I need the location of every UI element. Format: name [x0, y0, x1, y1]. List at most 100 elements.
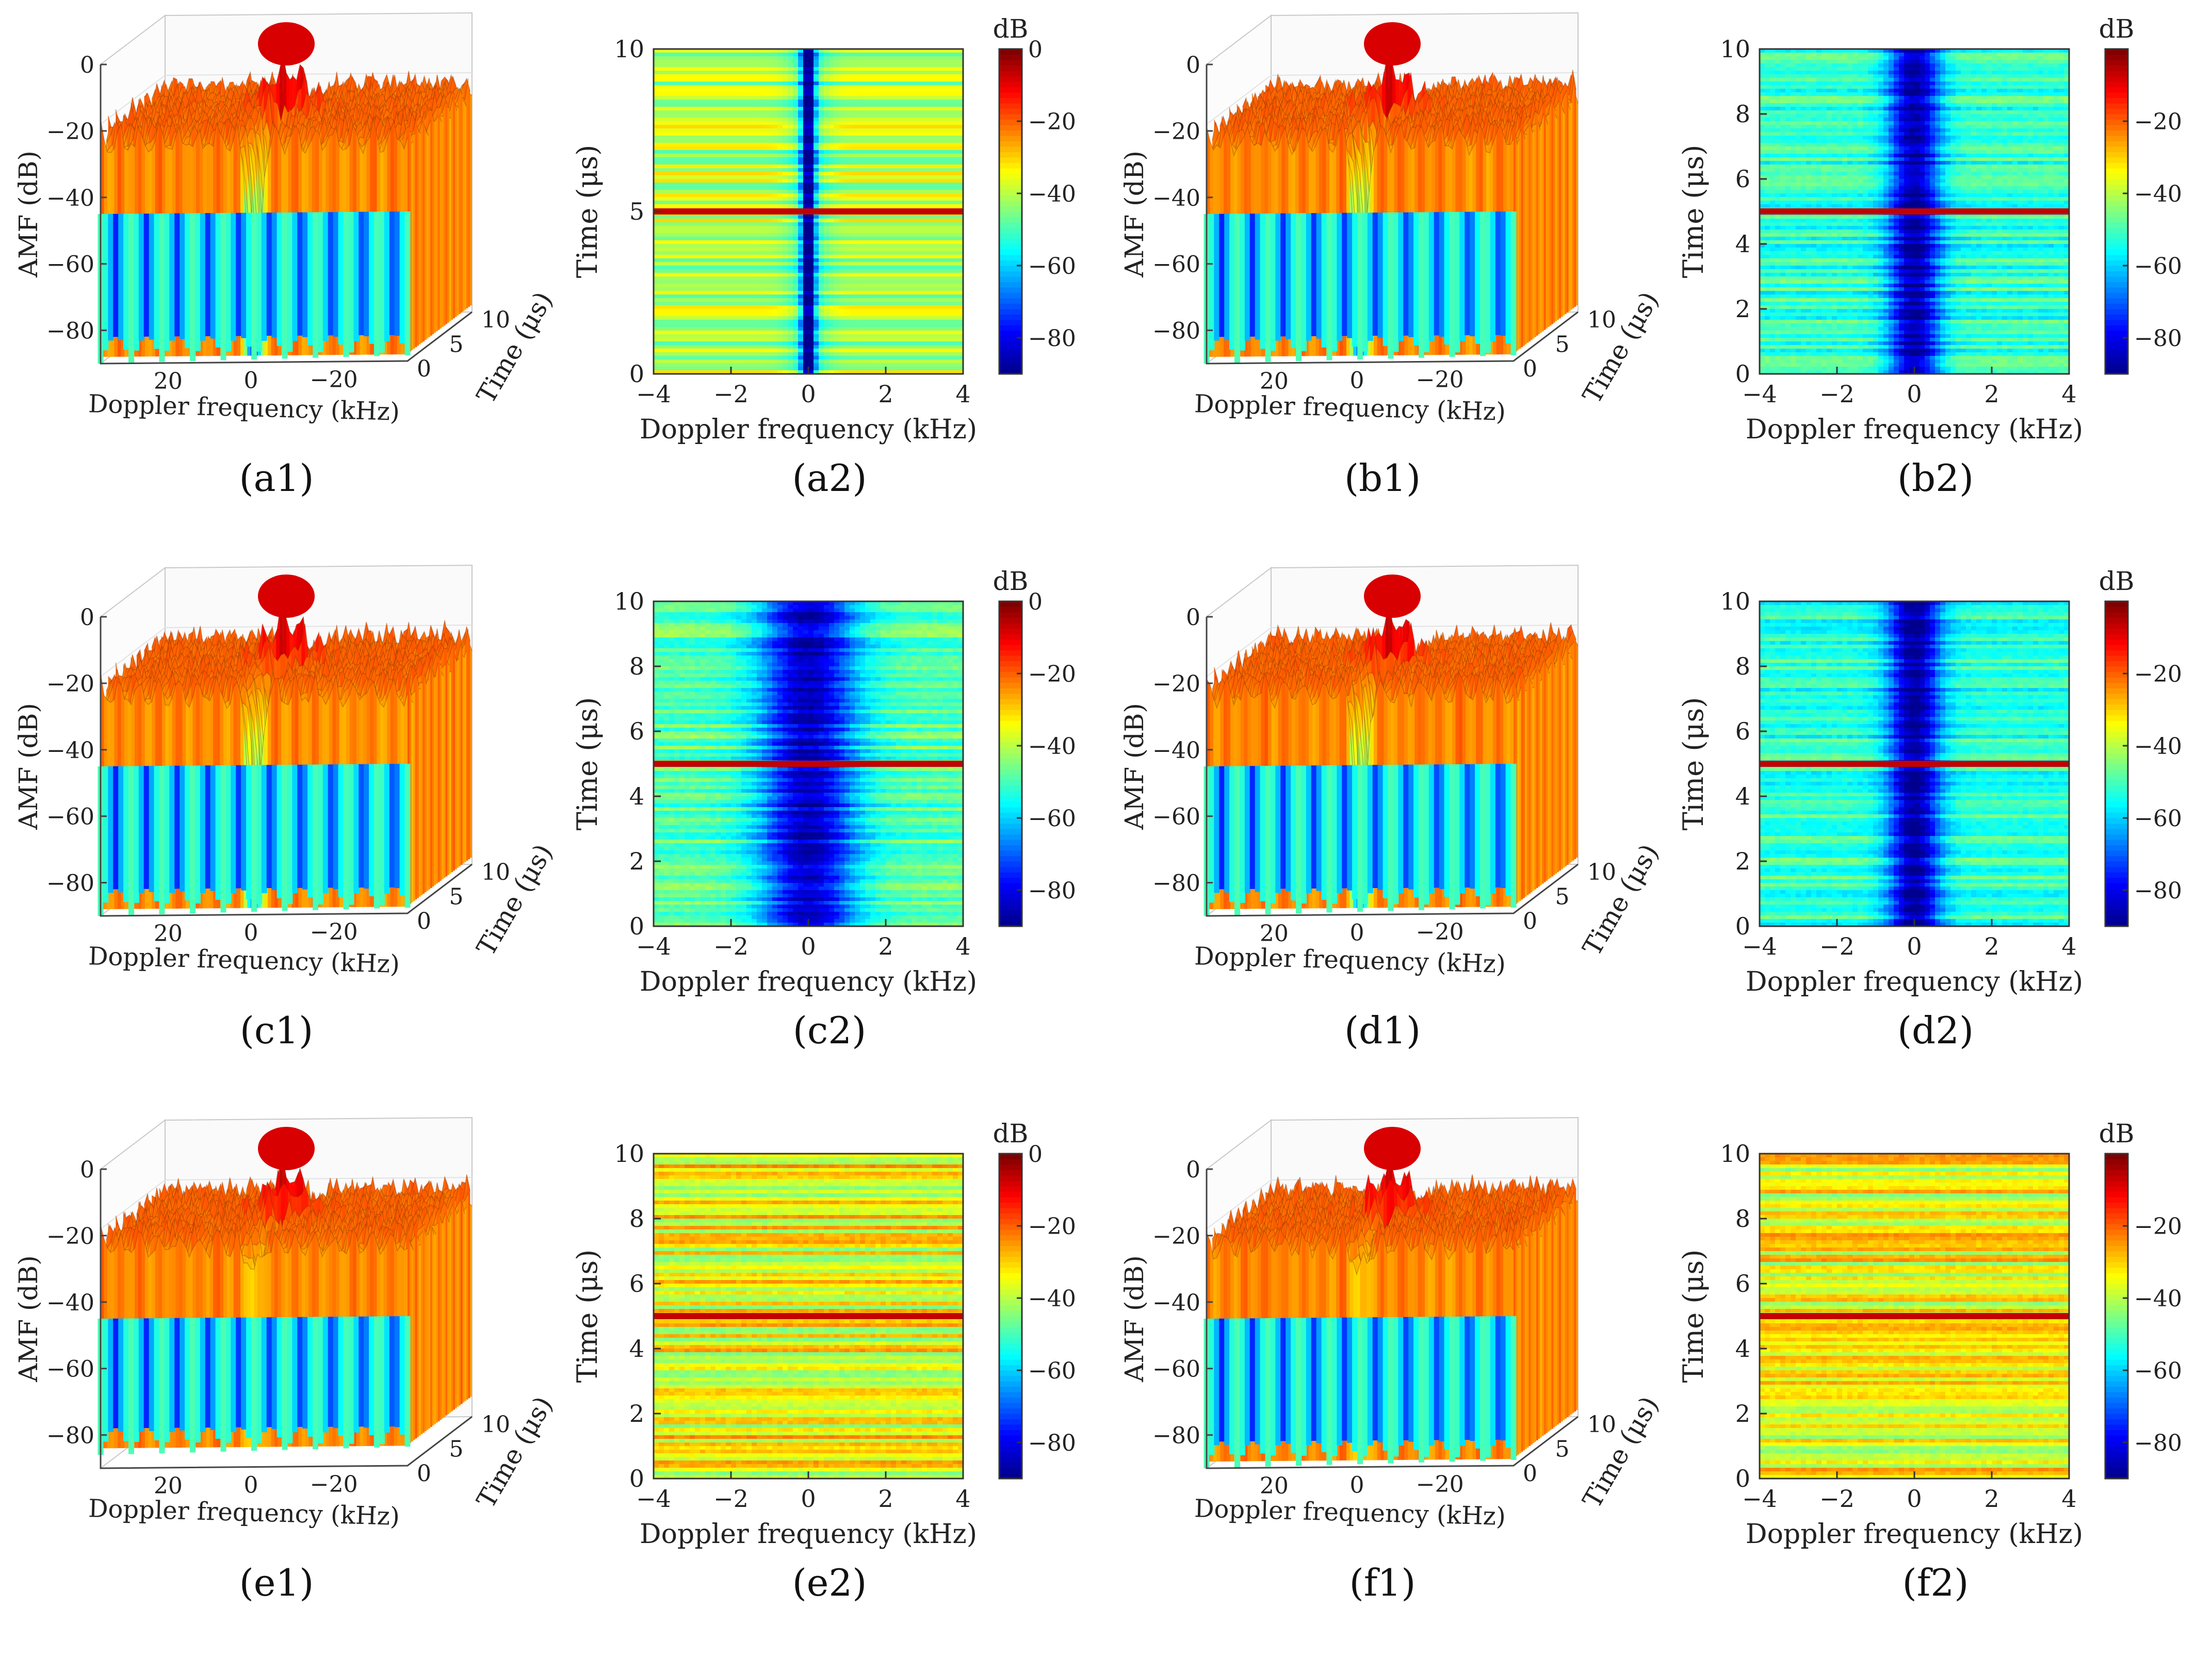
- ytick-label: 8: [1735, 652, 1750, 680]
- xtick-label: 0: [244, 920, 258, 946]
- caption-f1: (f1): [1106, 1561, 1659, 1604]
- colorbar-tick-label: −20: [2134, 661, 2182, 687]
- xtick-label: −20: [310, 1471, 358, 1498]
- panel-e2: −4 −2 0 2 4 0 2 4 6 8 10 Doppler frequency (kHz) Tim…: [553, 1105, 1106, 1657]
- x-axis-label: Doppler frequency (kHz): [640, 1519, 977, 1550]
- ytick-label: 5: [1555, 332, 1570, 358]
- xtick-label: −20: [1416, 367, 1464, 393]
- caption-b1: (b1): [1106, 456, 1659, 500]
- colorbar-label: dB: [2099, 566, 2135, 596]
- xtick-label: −4: [636, 1485, 671, 1513]
- ytick-label: 8: [1735, 100, 1750, 128]
- ztick-label: −20: [1152, 1223, 1200, 1250]
- ytick-label: 10: [1720, 1140, 1750, 1168]
- ytick-label: 0: [629, 1465, 644, 1492]
- ytick-label: 8: [629, 652, 644, 680]
- colorbar-tick-label: −80: [1028, 878, 1076, 904]
- ytick-label: 0: [417, 908, 431, 934]
- caption-c1: (c1): [0, 1009, 553, 1052]
- xtick-label: −20: [1416, 919, 1464, 945]
- colorbar: [999, 601, 1022, 927]
- z-axis-label: AMF (dB): [13, 151, 43, 278]
- xtick-label: −20: [310, 367, 358, 393]
- ztick-label: −40: [46, 737, 94, 764]
- xtick-label: 4: [2061, 932, 2076, 960]
- x-axis-label: Doppler frequency (kHz): [1194, 1494, 1506, 1531]
- panel-b1: 0 −20 −40 −60 −80 AMF (dB) 20 0 −20 Doppler frequ…: [1106, 0, 1659, 552]
- xtick-label: 2: [1984, 380, 1999, 408]
- ztick-label: −80: [46, 1423, 94, 1449]
- panel-c1: 0 −20 −40 −60 −80 AMF (dB) 20 0 −20 Doppler frequ…: [0, 552, 553, 1105]
- xtick-label: 4: [2061, 380, 2076, 408]
- xtick-label: 0: [1350, 368, 1364, 394]
- xtick-label: 0: [244, 1472, 258, 1499]
- caption-f2: (f2): [1659, 1561, 2212, 1604]
- x-axis-label: Doppler frequency (kHz): [640, 414, 977, 445]
- ytick-label: 0: [1735, 1465, 1750, 1492]
- colorbar: [999, 1154, 1022, 1479]
- y-axis-label: Time (μs): [571, 145, 604, 278]
- surface-f1: [1203, 1117, 1579, 1470]
- y-axis-label: Time (μs): [1577, 839, 1659, 961]
- colorbar: [999, 49, 1022, 374]
- xtick-label: −2: [1819, 380, 1855, 408]
- ztick-label: −80: [1152, 871, 1200, 897]
- ztick-label: −20: [1152, 671, 1200, 697]
- y-axis-label: Time (μs): [1677, 1250, 1710, 1383]
- ytick-label: 5: [629, 198, 644, 225]
- ytick-label: 5: [1555, 1436, 1570, 1463]
- ytick-label: 10: [1720, 35, 1750, 63]
- ztick-label: 0: [80, 52, 94, 78]
- ytick-label: 10: [481, 307, 510, 333]
- xtick-label: 0: [1907, 1485, 1922, 1513]
- x-axis-label: Doppler frequency (kHz): [1194, 389, 1506, 426]
- ztick-label: −80: [1152, 318, 1200, 344]
- ztick-label: −80: [46, 871, 94, 897]
- ytick-label: 2: [629, 847, 644, 875]
- colorbar-tick-label: −20: [2134, 1213, 2182, 1240]
- ytick-label: 10: [481, 1412, 510, 1438]
- ztick-label: −20: [46, 671, 94, 697]
- colorbar: [2105, 49, 2128, 374]
- caption-e2: (e2): [553, 1561, 1106, 1604]
- peak-dome: [258, 575, 315, 618]
- xtick-label: 4: [955, 380, 970, 408]
- colorbar-tick-label: −40: [1028, 181, 1076, 207]
- colorbar-tick-label: −60: [2134, 1358, 2182, 1384]
- colorbar-label: dB: [2099, 1119, 2135, 1149]
- xtick-label: 20: [1260, 1473, 1289, 1499]
- ytick-label: 5: [449, 332, 464, 358]
- x-axis-label: Doppler frequency (kHz): [88, 389, 400, 426]
- y-axis-label: Time (μs): [471, 1391, 553, 1513]
- surface-a1: [97, 12, 473, 365]
- surface-c1: [97, 564, 473, 917]
- caption-e1: (e1): [0, 1561, 553, 1604]
- peak-line-d2: [1760, 761, 2069, 767]
- ytick-label: 0: [1523, 908, 1537, 934]
- colorbar-tick-label: 0: [1028, 589, 1043, 615]
- peak-dome: [258, 1127, 315, 1170]
- colorbar-tick-label: −20: [1028, 661, 1076, 687]
- panel-b2: −4 −2 0 2 4 0 2 4 6 8 10 Doppler frequency (kHz) Tim…: [1659, 0, 2212, 552]
- ytick-label: 4: [1735, 1335, 1750, 1363]
- colorbar-tick-label: −80: [1028, 1430, 1076, 1456]
- xtick-label: 20: [154, 921, 183, 947]
- xtick-label: −2: [713, 380, 749, 408]
- xtick-label: 0: [801, 380, 816, 408]
- xtick-label: 2: [1984, 932, 1999, 960]
- ytick-label: 6: [1735, 717, 1750, 745]
- colorbar-label: dB: [993, 1119, 1029, 1149]
- z-axis-label: AMF (dB): [1119, 1255, 1149, 1383]
- y-axis-label: Time (μs): [1677, 145, 1710, 278]
- y-axis-label: Time (μs): [571, 1250, 604, 1383]
- surface-d1: [1203, 564, 1579, 917]
- colorbar: [2105, 601, 2128, 927]
- ztick-label: −60: [1152, 1356, 1200, 1383]
- ztick-label: 0: [80, 604, 94, 631]
- ytick-label: 10: [1587, 1412, 1616, 1438]
